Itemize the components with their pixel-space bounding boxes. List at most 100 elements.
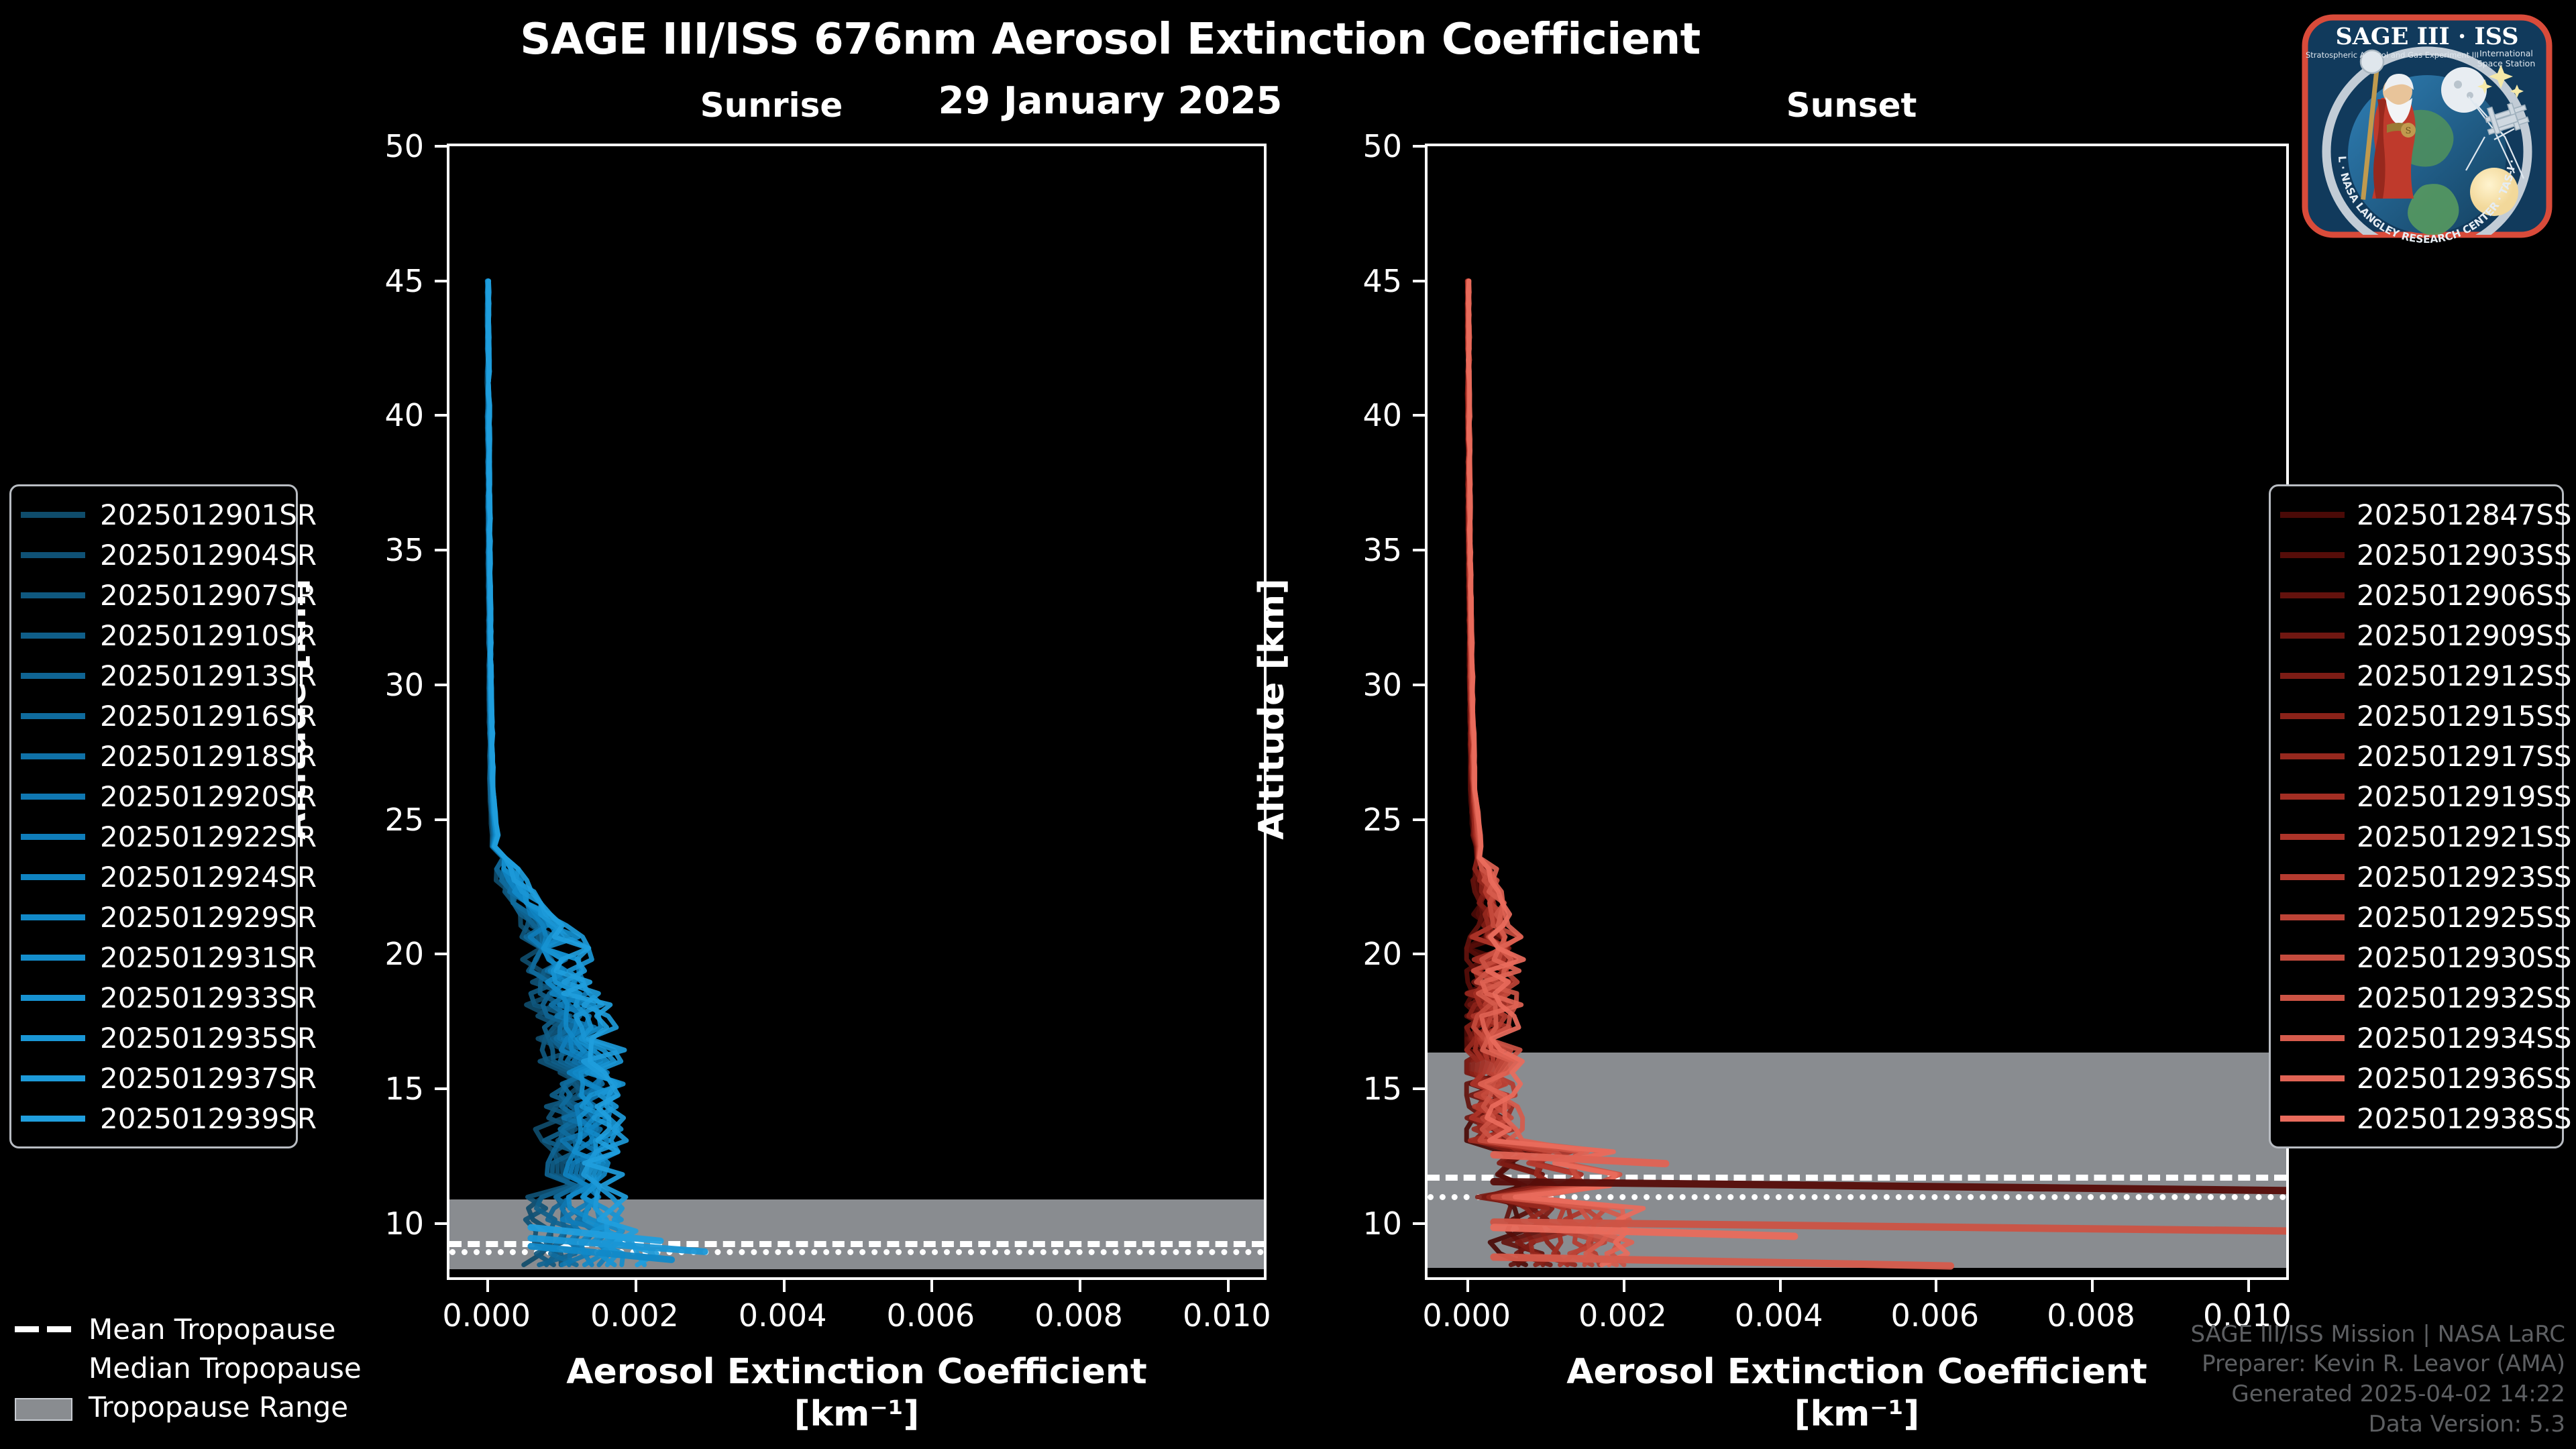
y-axis-tick-label: 40 <box>1362 397 1402 434</box>
y-axis-tick-mark <box>435 1222 447 1225</box>
legend-item[interactable]: 2025012918SR <box>21 736 317 776</box>
legend-item[interactable]: 2025012939SR <box>21 1098 317 1138</box>
legend-item-label: 2025012919SS <box>2357 780 2572 813</box>
x-axis-tick-mark <box>1226 1280 1230 1292</box>
y-axis-tick-mark <box>435 549 447 552</box>
legend-item[interactable]: 2025012909SS <box>2280 615 2572 655</box>
legend-item-label: 2025012918SR <box>100 739 317 773</box>
legend-item[interactable]: 2025012906SS <box>2280 575 2572 615</box>
legend-item-label: 2025012917SS <box>2357 739 2572 773</box>
legend-item-label: 2025012931SR <box>100 941 317 974</box>
legend-item-label: 2025012920SR <box>100 780 317 813</box>
legend-item-label: 2025012903SS <box>2357 538 2572 572</box>
dotted-line-icon <box>13 1360 74 1375</box>
y-axis-tick-mark <box>1413 818 1425 821</box>
legend-color-swatch-icon <box>2280 632 2345 639</box>
sunset-plot-area[interactable] <box>1425 144 2289 1280</box>
sunrise-panel-label: Sunrise <box>700 86 843 125</box>
legend-item[interactable]: 2025012921SS <box>2280 816 2572 857</box>
sunrise-x-axis-title: Aerosol Extinction Coefficient [km⁻¹] <box>449 1351 1264 1436</box>
sunset-x-axis-unit: [km⁻¹] <box>1794 1394 1920 1435</box>
sunset-series-legend[interactable]: 2025012847SS 2025012903SS 2025012906SS 2025… <box>2269 484 2572 1148</box>
x-axis-tick-mark <box>1622 1280 1625 1292</box>
legend-item[interactable]: 2025012923SS <box>2280 857 2572 897</box>
legend-color-swatch-icon <box>21 873 85 880</box>
legend-item[interactable]: 2025012904SR <box>21 535 317 575</box>
legend-item-label: 2025012921SS <box>2357 820 2572 853</box>
legend-item[interactable]: 2025012913SR <box>21 655 317 696</box>
y-axis-tick-mark <box>435 1087 447 1090</box>
y-axis-tick-mark <box>435 953 447 956</box>
logo-subtitle-left: Stratospheric Aerosol and Gas Experiment… <box>2306 50 2479 60</box>
legend-item[interactable]: 2025012922SR <box>21 816 317 857</box>
x-axis-tick-mark <box>634 1280 637 1292</box>
tropopause-legend: Mean Tropopause Median Tropopause Tropop… <box>13 1309 389 1426</box>
legend-item[interactable]: 2025012917SS <box>2280 736 2572 776</box>
legend-color-swatch-icon <box>2280 592 2345 598</box>
legend-item[interactable]: 2025012930SS <box>2280 937 2572 977</box>
legend-item[interactable]: 2025012935SR <box>21 1018 317 1058</box>
legend-item[interactable]: 2025012932SS <box>2280 977 2572 1018</box>
page-title: SAGE III/ISS 676nm Aerosol Extinction Co… <box>520 15 1701 64</box>
legend-item[interactable]: 2025012937SR <box>21 1058 317 1098</box>
y-axis-tick-label: 35 <box>384 532 424 569</box>
legend-color-swatch-icon <box>21 793 85 800</box>
sunrise-x-axis-title-text: Aerosol Extinction Coefficient <box>566 1352 1147 1392</box>
legend-item[interactable]: 2025012929SR <box>21 897 317 937</box>
legend-item[interactable]: 2025012934SS <box>2280 1018 2572 1058</box>
x-axis-tick-label: 0.004 <box>1734 1297 1823 1334</box>
legend-item-tropopause-range: Tropopause Range <box>13 1387 389 1426</box>
y-axis-tick-mark <box>1413 279 1425 282</box>
legend-item[interactable]: 2025012907SR <box>21 575 317 615</box>
legend-item[interactable]: 2025012915SS <box>2280 696 2572 736</box>
legend-item[interactable]: 2025012919SS <box>2280 776 2572 816</box>
legend-item[interactable]: 2025012910SR <box>21 615 317 655</box>
sunrise-plot-area[interactable] <box>447 144 1267 1280</box>
legend-item[interactable]: 2025012924SR <box>21 857 317 897</box>
legend-item[interactable]: 2025012916SR <box>21 696 317 736</box>
x-axis-tick-label: 0.008 <box>1034 1297 1123 1334</box>
legend-item[interactable]: 2025012936SS <box>2280 1058 2572 1098</box>
legend-item-label: 2025012933SR <box>100 981 317 1014</box>
legend-item-label: 2025012847SS <box>2357 498 2572 531</box>
legend-color-swatch-icon <box>2280 1075 2345 1081</box>
y-axis-tick-mark <box>435 279 447 282</box>
y-axis-tick-label: 35 <box>1362 532 1402 569</box>
legend-color-swatch-icon <box>21 914 85 920</box>
sunrise-x-axis-unit: [km⁻¹] <box>794 1394 920 1435</box>
legend-item-label: 2025012923SS <box>2357 860 2572 894</box>
legend-color-swatch-icon <box>21 712 85 719</box>
sunset-y-axis-title: Altitude [km] <box>1252 578 1292 840</box>
legend-item[interactable]: 2025012925SS <box>2280 897 2572 937</box>
dashed-line-icon <box>13 1322 74 1336</box>
legend-color-swatch-icon <box>21 672 85 679</box>
legend-item[interactable]: 2025012847SS <box>2280 494 2572 535</box>
legend-color-swatch-icon <box>21 632 85 639</box>
legend-item[interactable]: 2025012933SR <box>21 977 317 1018</box>
legend-item-label: 2025012936SS <box>2357 1061 2572 1095</box>
legend-color-swatch-icon <box>21 994 85 1001</box>
legend-item[interactable]: 2025012938SS <box>2280 1098 2572 1138</box>
sunrise-mean-tropopause-line <box>449 1240 1264 1247</box>
legend-item[interactable]: 2025012901SR <box>21 494 317 535</box>
x-axis-tick-mark <box>1778 1280 1782 1292</box>
legend-color-swatch-icon <box>21 833 85 840</box>
sunrise-series-legend[interactable]: 2025012901SR 2025012904SR 2025012907SR 2025… <box>9 484 317 1148</box>
y-axis-tick-label: 30 <box>384 666 424 703</box>
legend-item[interactable]: 2025012912SS <box>2280 655 2572 696</box>
legend-item-label: 2025012912SS <box>2357 659 2572 692</box>
y-axis-tick-mark <box>1413 1222 1425 1225</box>
legend-item[interactable]: 2025012931SR <box>21 937 317 977</box>
legend-item-label: 2025012939SR <box>100 1102 317 1135</box>
sunset-x-axis-title: Aerosol Extinction Coefficient [km⁻¹] <box>1428 1351 2286 1436</box>
legend-item[interactable]: 2025012903SS <box>2280 535 2572 575</box>
legend-item[interactable]: 2025012920SR <box>21 776 317 816</box>
y-axis-tick-label: 25 <box>384 801 424 838</box>
legend-item-label: 2025012913SR <box>100 659 317 692</box>
y-axis-tick-mark <box>1413 145 1425 148</box>
x-axis-tick-mark <box>1079 1280 1082 1292</box>
y-axis-tick-mark <box>435 818 447 821</box>
sunset-mean-tropopause-line <box>1428 1175 2286 1181</box>
credit-generated: Generated 2025-04-02 14:22 <box>2231 1381 2565 1408</box>
y-axis-tick-label: 40 <box>384 397 424 434</box>
